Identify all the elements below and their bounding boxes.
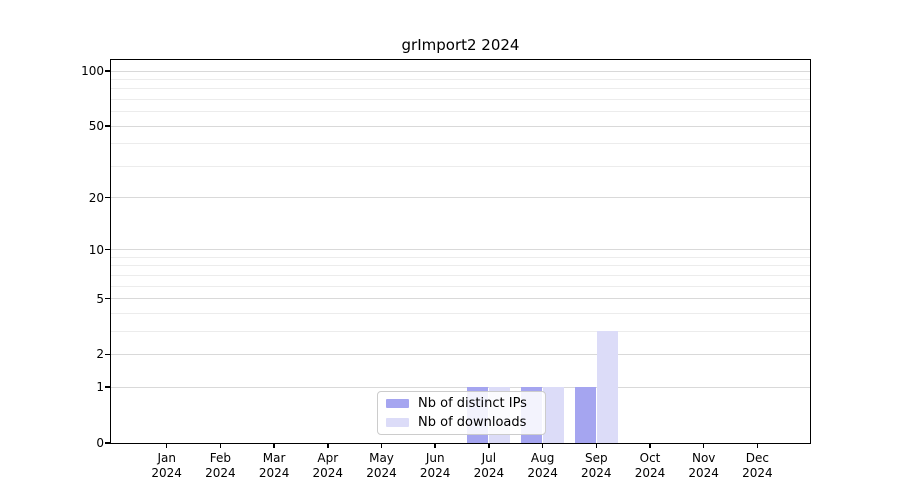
x-axis-month: Apr <box>317 451 339 465</box>
minor-gridline <box>111 165 810 167</box>
legend-label-downloads: Nb of downloads <box>418 415 527 430</box>
x-axis-month: Sep <box>584 451 608 465</box>
y-axis-tick <box>105 70 110 72</box>
minor-gridline <box>111 330 810 332</box>
minor-gridline <box>111 88 810 90</box>
legend: Nb of distinct IPs Nb of downloads <box>377 391 546 435</box>
x-axis-month: May <box>369 451 394 465</box>
y-axis-tick-label: 10 <box>88 242 104 257</box>
y-axis-tick-label: 5 <box>96 291 104 306</box>
x-axis-month: Oct <box>639 451 661 465</box>
major-gridline <box>111 353 810 355</box>
x-axis-year: 2024 <box>419 466 451 480</box>
x-axis-tick <box>327 443 329 448</box>
x-axis-month: Jul <box>481 451 497 465</box>
x-axis-tick <box>541 443 544 448</box>
major-gridline <box>111 197 810 199</box>
legend-swatch-downloads <box>386 418 409 427</box>
x-axis-tick <box>756 443 759 448</box>
x-axis-month: Aug <box>530 451 555 465</box>
x-axis-tick-label: Mar 2024 <box>244 451 304 481</box>
x-axis-year: 2024 <box>634 466 666 480</box>
major-gridline <box>111 125 810 127</box>
y-axis-tick-label: 20 <box>88 190 104 205</box>
major-gridline <box>111 70 810 72</box>
x-axis-year: 2024 <box>312 466 344 480</box>
x-axis-tick <box>219 443 222 448</box>
bar-distinct-ips-sep <box>574 387 596 443</box>
x-axis-tick <box>595 443 598 448</box>
x-axis-tick <box>702 443 705 448</box>
y-axis-tick-label: 50 <box>88 119 104 134</box>
minor-gridline <box>111 285 810 287</box>
minor-gridline <box>111 274 810 276</box>
x-axis-year: 2024 <box>473 466 505 480</box>
minor-gridline <box>111 265 810 267</box>
y-axis-tick <box>105 442 110 444</box>
x-axis-tick-label: Nov 2024 <box>674 451 734 481</box>
bar-downloads-aug <box>543 387 565 443</box>
x-axis-month: Nov <box>691 451 716 465</box>
minor-gridline <box>111 78 810 80</box>
x-axis-tick-label: Feb 2024 <box>190 451 250 481</box>
x-axis-year: 2024 <box>581 466 612 480</box>
minor-gridline <box>111 256 810 258</box>
legend-item-downloads: Nb of downloads <box>386 415 537 431</box>
major-gridline <box>111 298 810 300</box>
y-axis-tick <box>105 125 110 127</box>
y-axis-tick-label: 1 <box>96 380 104 395</box>
x-axis-year: 2024 <box>527 466 558 480</box>
x-axis-month: Dec <box>745 451 769 465</box>
x-axis-tick <box>380 443 383 448</box>
x-axis-tick <box>488 443 490 448</box>
x-axis-month: Mar <box>262 451 286 465</box>
x-axis-tick-label: Jan 2024 <box>137 451 197 481</box>
x-axis-year: 2024 <box>258 466 290 480</box>
x-axis-tick <box>165 443 168 448</box>
bar-downloads-sep <box>596 331 618 443</box>
x-axis-year: 2024 <box>366 466 397 480</box>
y-axis-tick <box>105 297 110 300</box>
minor-gridline <box>111 111 810 113</box>
x-axis-year: 2024 <box>688 466 719 480</box>
x-axis-month: Feb <box>209 451 232 465</box>
x-axis-tick-label: Sep 2024 <box>566 451 626 481</box>
x-axis-tick-label: Jul 2024 <box>459 451 519 481</box>
x-axis-month: Jun <box>425 451 445 465</box>
x-axis-tick <box>649 443 651 448</box>
minor-gridline <box>111 312 810 314</box>
y-axis-tick-label: 2 <box>96 347 104 362</box>
legend-item-distinct-ips: Nb of distinct IPs <box>386 396 537 412</box>
x-axis-tick-label: Apr 2024 <box>298 451 358 481</box>
legend-swatch-distinct-ips <box>386 399 409 408</box>
y-axis-tick <box>105 248 110 251</box>
x-axis-month: Jan <box>157 451 176 465</box>
y-axis-tick <box>105 386 110 388</box>
x-axis-year: 2024 <box>205 466 236 480</box>
x-axis-year: 2024 <box>151 466 182 480</box>
x-axis-tick-label: May 2024 <box>352 451 412 481</box>
minor-gridline <box>111 98 810 100</box>
plot-area <box>111 60 810 443</box>
y-axis-tick <box>105 196 110 199</box>
x-axis-tick-label: Aug 2024 <box>513 451 573 481</box>
y-axis-tick-label: 100 <box>81 64 104 78</box>
x-axis-tick <box>434 443 436 448</box>
major-gridline <box>111 249 810 251</box>
x-axis-tick-label: Dec 2024 <box>727 451 787 481</box>
minor-gridline <box>111 143 810 145</box>
x-axis-tick-label: Jun 2024 <box>405 451 465 481</box>
y-axis-tick-label: 0 <box>96 436 104 450</box>
y-axis-tick <box>105 353 110 356</box>
major-gridline <box>111 386 810 388</box>
x-axis-year: 2024 <box>742 466 773 480</box>
x-axis-tick-label: Oct 2024 <box>620 451 680 481</box>
chart-title: grImport2 2024 <box>401 36 520 54</box>
x-axis-tick <box>273 443 275 448</box>
legend-label-distinct-ips: Nb of distinct IPs <box>418 396 527 411</box>
